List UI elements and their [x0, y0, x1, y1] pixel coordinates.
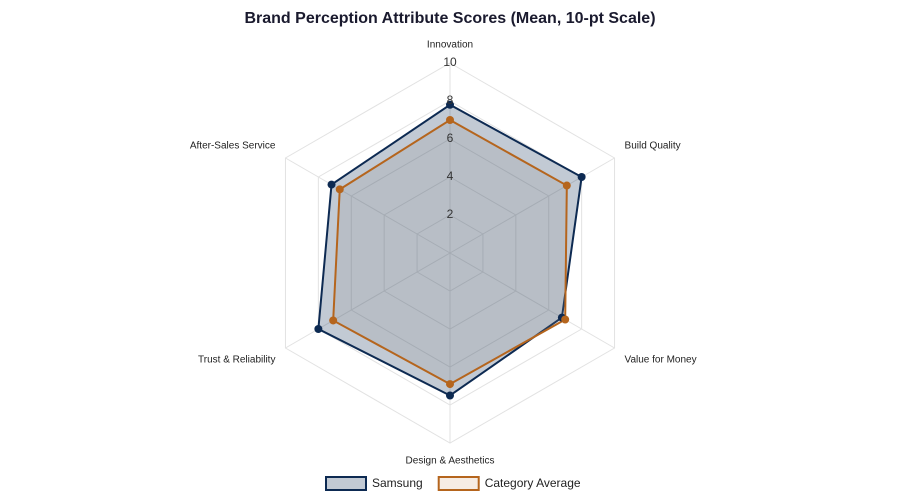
- tick-label: 4: [447, 169, 454, 183]
- legend: Samsung Category Average: [325, 476, 581, 491]
- category-label: Build Quality: [625, 141, 681, 152]
- data-point: [335, 185, 344, 194]
- chart-title: Brand Perception Attribute Scores (Mean,…: [244, 10, 655, 27]
- category-label: Value for Money: [625, 355, 697, 366]
- tick-label: 10: [443, 55, 457, 69]
- legend-label: Category Average: [485, 476, 581, 490]
- tick-label: 8: [447, 93, 454, 107]
- data-point: [561, 315, 570, 324]
- legend-label: Samsung: [372, 476, 423, 490]
- axis-line: [285, 157, 451, 254]
- data-point: [577, 173, 586, 181]
- category-label: Design & Aesthetics: [406, 456, 495, 467]
- data-point: [562, 181, 571, 190]
- data-point: [446, 116, 454, 124]
- category-label: Innovation: [427, 40, 473, 51]
- axis-line: [449, 157, 615, 254]
- data-point: [446, 100, 454, 109]
- category-label: Trust & Reliability: [198, 355, 275, 366]
- data-point: [314, 325, 323, 333]
- legend-swatch: [437, 476, 480, 491]
- data-point: [446, 391, 454, 400]
- legend-swatch: [325, 476, 367, 491]
- category-label: After-Sales Service: [190, 141, 276, 152]
- data-point: [446, 380, 454, 389]
- axis-line: [285, 252, 451, 349]
- tick-label: 6: [447, 131, 454, 145]
- data-point: [329, 316, 338, 325]
- axis-line: [449, 252, 615, 349]
- data-point: [327, 180, 336, 189]
- tick-label: 2: [447, 207, 454, 221]
